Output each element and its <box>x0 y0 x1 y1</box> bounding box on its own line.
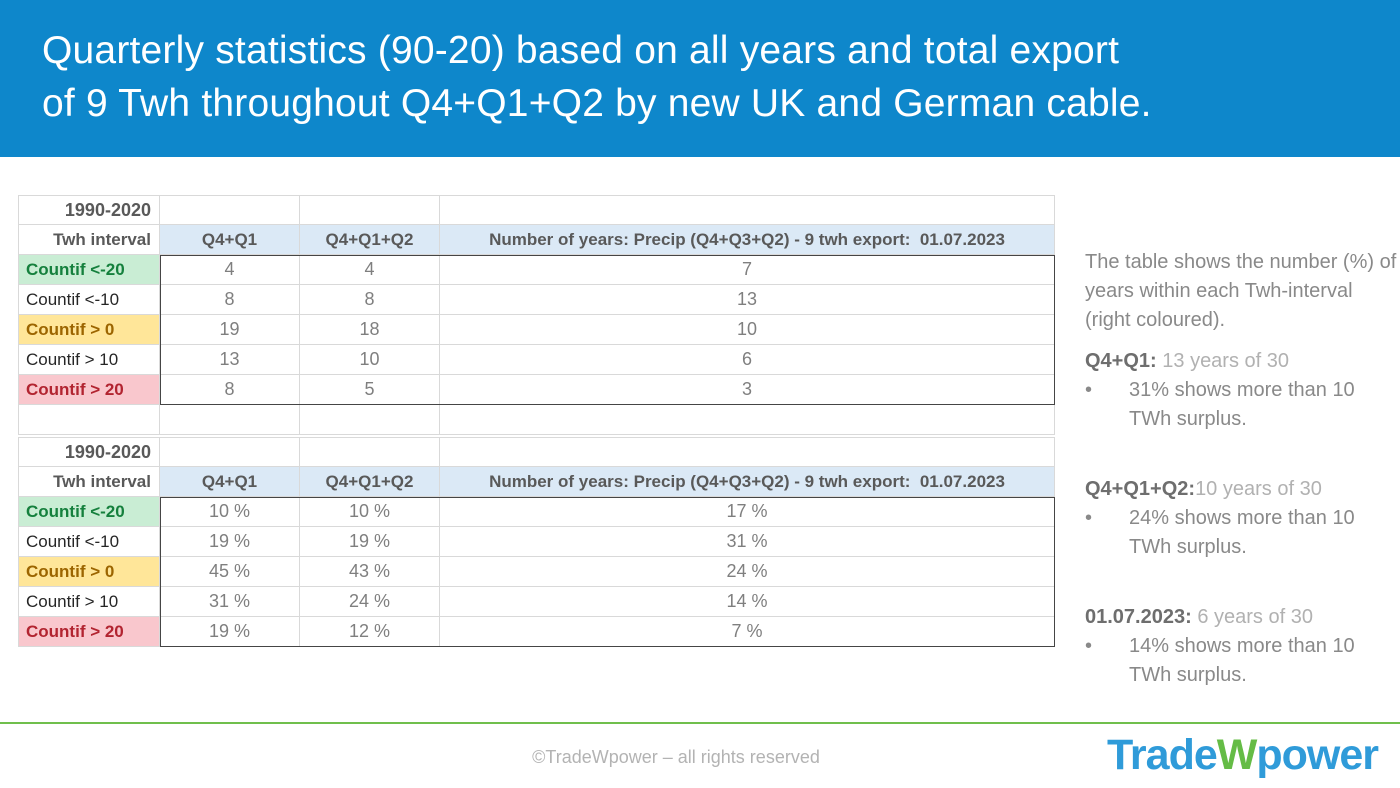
row-label: Countif <-20 <box>18 255 160 285</box>
note-heading: Q4+Q1+Q2:10 years of 30 <box>1085 475 1397 504</box>
page-title: Quarterly statistics (90-20) based on al… <box>42 29 1152 125</box>
empty-cell <box>440 195 1055 225</box>
bullet-icon: • <box>1085 379 1093 401</box>
column-header-q4q1: Q4+Q1 <box>160 225 300 255</box>
value-cell: 10 % <box>160 497 300 527</box>
spacer <box>1085 434 1397 463</box>
stats-table-percent: 1990-2020 Twh interval Q4+Q1 Q4+Q1+Q2 Number… <box>18 437 1055 647</box>
value-cell: 5 <box>300 375 440 405</box>
empty-cell <box>160 195 300 225</box>
value-cell: 4 <box>160 255 300 285</box>
value-cell: 8 <box>160 285 300 315</box>
note-bullet-text: 31% shows more than 10 TWh surplus. <box>1129 379 1355 430</box>
value-cell: 24 % <box>440 557 1055 587</box>
value-cell: 19 <box>160 315 300 345</box>
value-cell: 10 <box>300 345 440 375</box>
logo-part-power: power <box>1256 731 1379 779</box>
empty-cell <box>160 405 300 435</box>
note-section-date: 01.07.2023: 6 years of 30 • 14% shows mo… <box>1085 603 1397 690</box>
row-label: Countif <-10 <box>18 285 160 315</box>
value-cell: 7 % <box>440 617 1055 647</box>
value-cell: 10 <box>440 315 1055 345</box>
tradewpower-logo: TradeWpower <box>1107 729 1379 781</box>
notes-intro: The table shows the number (%) of years … <box>1085 251 1397 331</box>
note-heading-term: Q4+Q1: <box>1085 350 1157 372</box>
value-cell: 8 <box>300 285 440 315</box>
value-cell: 13 <box>160 345 300 375</box>
bullet-icon: • <box>1085 635 1093 657</box>
note-heading-term: 01.07.2023: <box>1085 606 1192 628</box>
row-label: Countif > 0 <box>18 315 160 345</box>
row-label: Countif <-10 <box>18 527 160 557</box>
value-cell: 12 % <box>300 617 440 647</box>
period-cell: 1990-2020 <box>18 437 160 467</box>
note-heading-detail: 6 years of 30 <box>1191 606 1313 628</box>
copyright-text: ©TradeWpower – all rights reserved <box>532 747 820 767</box>
period-cell: 1990-2020 <box>18 195 160 225</box>
value-cell: 14 % <box>440 587 1055 617</box>
empty-cell <box>440 437 1055 467</box>
note-heading: 01.07.2023: 6 years of 30 <box>1085 603 1397 632</box>
note-heading-detail: 13 years of 30 <box>1156 350 1290 372</box>
note-bullet-text: 14% shows more than 10 TWh surplus. <box>1129 635 1355 686</box>
empty-cell <box>18 405 160 435</box>
value-cell: 17 % <box>440 497 1055 527</box>
empty-cell <box>160 437 300 467</box>
row-label: Countif > 20 <box>18 375 160 405</box>
value-cell: 8 <box>160 375 300 405</box>
value-cell: 31 % <box>440 527 1055 557</box>
value-cell: 19 % <box>300 527 440 557</box>
note-bullet-text: 24% shows more than 10 TWh surplus. <box>1129 507 1355 558</box>
row-label: Countif > 0 <box>18 557 160 587</box>
bullet-icon: • <box>1085 507 1093 529</box>
value-cell: 6 <box>440 345 1055 375</box>
column-header-number-of-years: Number of years: Precip (Q4+Q3+Q2) - 9 t… <box>440 225 1055 255</box>
value-cell: 7 <box>440 255 1055 285</box>
value-cell: 4 <box>300 255 440 285</box>
logo-part-trade: Trade <box>1107 731 1218 779</box>
value-cell: 19 % <box>160 527 300 557</box>
logo-w-icon: W <box>1216 731 1258 779</box>
column-header-twh-interval: Twh interval <box>18 225 160 255</box>
row-label: Countif > 20 <box>18 617 160 647</box>
footer-divider <box>0 722 1400 724</box>
note-section-q4q1q2: Q4+Q1+Q2:10 years of 30 • 24% shows more… <box>1085 475 1397 562</box>
value-cell: 13 <box>440 285 1055 315</box>
note-bullet: • 31% shows more than 10 TWh surplus. <box>1085 376 1397 434</box>
stats-table-counts: 1990-2020 Twh interval Q4+Q1 Q4+Q1+Q2 Number… <box>18 195 1055 435</box>
value-cell: 24 % <box>300 587 440 617</box>
value-cell: 10 % <box>300 497 440 527</box>
notes-panel: The table shows the number (%) of years … <box>1085 248 1397 690</box>
note-bullet: • 24% shows more than 10 TWh surplus. <box>1085 504 1397 562</box>
column-header-q4q1q2: Q4+Q1+Q2 <box>300 467 440 497</box>
row-label: Countif > 10 <box>18 345 160 375</box>
column-header-number-of-years: Number of years: Precip (Q4+Q3+Q2) - 9 t… <box>440 467 1055 497</box>
note-section-q4q1: Q4+Q1: 13 years of 30 • 31% shows more t… <box>1085 347 1397 434</box>
note-bullet: • 14% shows more than 10 TWh surplus. <box>1085 632 1397 690</box>
row-label: Countif <-20 <box>18 497 160 527</box>
empty-cell <box>300 195 440 225</box>
value-cell: 31 % <box>160 587 300 617</box>
empty-cell <box>300 437 440 467</box>
slide-title-bar: Quarterly statistics (90-20) based on al… <box>0 0 1400 157</box>
column-header-twh-interval: Twh interval <box>18 467 160 497</box>
column-header-q4q1: Q4+Q1 <box>160 467 300 497</box>
value-cell: 19 % <box>160 617 300 647</box>
value-cell: 45 % <box>160 557 300 587</box>
empty-cell <box>300 405 440 435</box>
column-header-q4q1q2: Q4+Q1+Q2 <box>300 225 440 255</box>
spacer <box>1085 562 1397 591</box>
value-cell: 43 % <box>300 557 440 587</box>
value-cell: 18 <box>300 315 440 345</box>
row-label: Countif > 10 <box>18 587 160 617</box>
value-cell: 3 <box>440 375 1055 405</box>
note-heading-term: Q4+Q1+Q2: <box>1085 478 1196 500</box>
empty-cell <box>440 405 1055 435</box>
note-heading: Q4+Q1: 13 years of 30 <box>1085 347 1397 376</box>
note-heading-detail: 10 years of 30 <box>1195 478 1322 500</box>
